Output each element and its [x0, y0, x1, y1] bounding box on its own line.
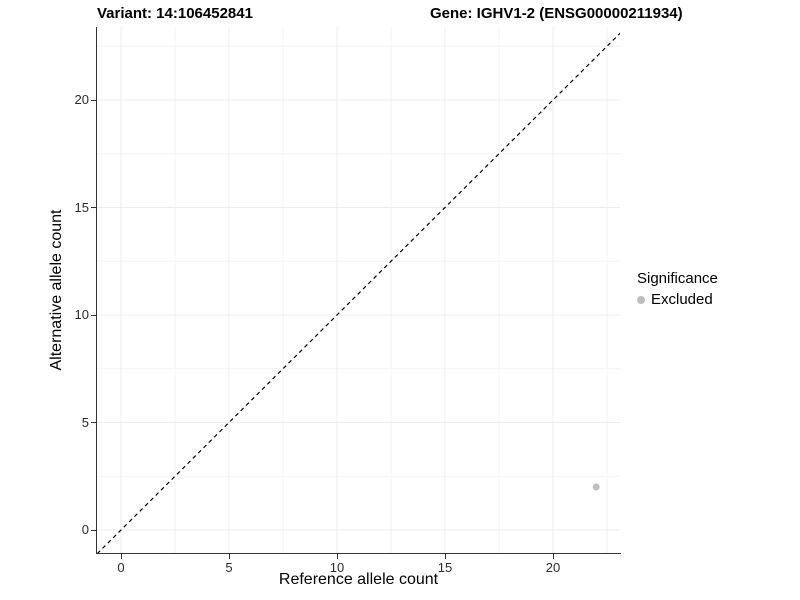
y-tick-mark — [91, 314, 96, 316]
x-tick-mark — [444, 554, 446, 559]
x-tick-mark — [336, 554, 338, 559]
legend-key-dot-icon — [637, 295, 645, 304]
x-tick-mark — [552, 554, 554, 559]
x-tick-mark — [228, 554, 230, 559]
plot-title-gene: Gene: IGHV1-2 (ENSG00000211934) — [430, 5, 683, 22]
y-tick-label: 15 — [74, 199, 89, 215]
legend-item: Excluded — [637, 291, 718, 308]
y-tick-mark — [91, 207, 96, 208]
y-tick-label: 10 — [74, 307, 89, 322]
identity-reference-line — [97, 32, 620, 553]
plot-canvas — [97, 27, 620, 553]
y-tick-mark — [91, 529, 96, 531]
legend-items: Excluded — [637, 291, 718, 308]
legend-item-label: Excluded — [651, 291, 713, 308]
y-tick-label: 0 — [81, 522, 89, 537]
y-tick-mark — [91, 99, 96, 101]
x-tick-label: 15 — [437, 560, 453, 575]
x-tick-label: 20 — [545, 560, 561, 575]
data-point — [592, 483, 600, 491]
legend: Significance Excluded — [637, 270, 718, 308]
plot-title-variant: Variant: 14:106452841 — [97, 5, 253, 22]
x-tick-mark — [120, 554, 122, 559]
x-axis-line — [96, 553, 621, 554]
x-tick-label: 5 — [225, 560, 233, 575]
legend-title: Significance — [637, 270, 718, 287]
y-tick-label: 5 — [81, 414, 89, 430]
y-tick-label: 20 — [74, 92, 89, 107]
x-tick-label: 10 — [329, 560, 345, 575]
x-tick-label: 0 — [117, 560, 125, 575]
x-axis-title: Reference allele count — [278, 571, 439, 588]
plot-panel — [97, 27, 620, 553]
y-tick-mark — [91, 422, 96, 423]
y-axis-line — [96, 27, 97, 554]
